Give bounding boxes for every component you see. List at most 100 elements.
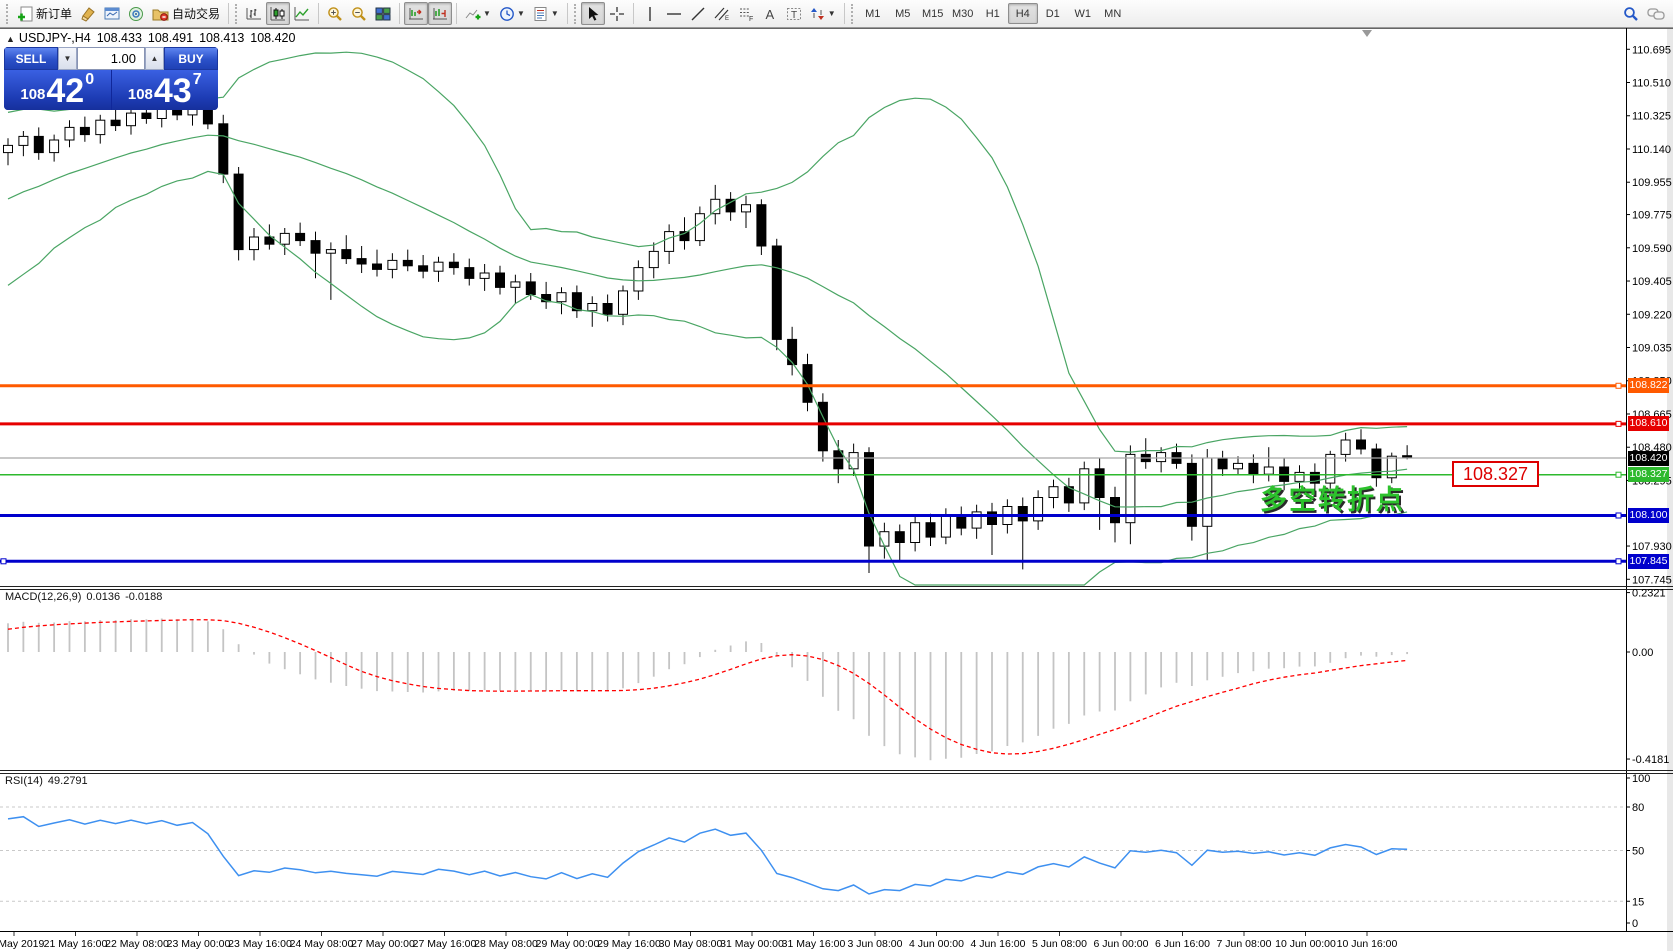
new-order-button[interactable]: 新订单 [13,2,76,25]
toolbar-grip[interactable] [850,3,854,24]
channel-tool-button[interactable]: E [710,2,734,25]
bar-chart-button[interactable] [242,2,266,25]
svg-text:109.220: 109.220 [1632,309,1672,321]
timeframe-m15-button[interactable]: M15 [922,7,944,20]
current-price-label: 108.420 [1628,450,1669,466]
candlestick-chart-button[interactable] [266,2,291,25]
label-tool-button[interactable]: T [782,2,806,25]
search-button[interactable] [1619,2,1643,25]
buy-button[interactable]: BUY [164,47,218,70]
toolbar-grip[interactable] [573,3,577,24]
chart-shift-marker[interactable] [1362,30,1372,37]
line-anchor-handle[interactable] [1615,512,1622,519]
autotrading-button[interactable]: 自动交易 [148,2,224,25]
volume-input[interactable] [77,47,145,70]
trendline-tool-button[interactable] [686,2,710,25]
timeframe-h4-button[interactable]: H4 [1007,3,1038,24]
svg-text:3 Jun 08:00: 3 Jun 08:00 [848,938,903,950]
zoom-in-button[interactable] [323,2,347,25]
clock-icon [500,6,514,21]
line-chart-button[interactable] [290,2,314,25]
cursor-button[interactable] [580,2,605,25]
buy-price-button[interactable]: 108 43 7 [111,70,218,110]
timeframe-m1-button[interactable]: M1 [865,7,881,20]
ohlc-high: 108.491 [147,31,194,45]
rsi-scale-label: 100 [1632,773,1650,785]
bollinger-upper-band [7,51,1408,453]
svg-text:28 May 08:00: 28 May 08:00 [474,938,538,950]
timeframe-mn-button[interactable]: MN [1104,7,1122,20]
fibonacci-tool-button[interactable]: F [734,2,758,25]
text-annotation[interactable]: 多空转折点 [1260,485,1405,515]
horizontal-line-tool-button[interactable] [662,2,686,25]
line-anchor-handle[interactable] [0,558,7,565]
vertical-line-tool-button[interactable] [638,2,662,25]
chat-button[interactable] [1643,2,1669,25]
chat-icon [1647,7,1665,20]
timeframe-m30-button[interactable]: M30 [952,7,974,20]
window-right-margin [1667,28,1673,951]
zoom-out-button[interactable] [347,2,371,25]
chart-background[interactable] [0,28,1673,951]
rsi-scale-label: 50 [1632,846,1644,858]
svg-text:24 May 08:00: 24 May 08:00 [290,938,354,950]
periods-button[interactable]: ▼ [495,2,529,25]
rsi-value: 49.2791 [47,775,88,787]
toolbar-grip[interactable] [6,3,9,24]
styler-button[interactable] [76,2,100,25]
svg-text:110.510: 110.510 [1632,78,1671,90]
volume-decrease-button[interactable]: ▼ [58,47,77,70]
price-level-label: 108.822 [1628,378,1669,394]
timeframe-w1-button[interactable]: W1 [1074,7,1091,20]
svg-text:4 Jun 16:00: 4 Jun 16:00 [971,938,1026,950]
terminal-icon [104,7,120,19]
toolbar-grip[interactable] [235,3,238,24]
autotrading-label: 自动交易 [172,7,221,21]
svg-text:6 Jun 16:00: 6 Jun 16:00 [1155,938,1210,950]
svg-text:107.745: 107.745 [1632,574,1672,586]
svg-text:27 May 16:00: 27 May 16:00 [413,938,477,950]
macd-label: MACD(12,26,9) 0.0136 -0.0188 [5,591,167,603]
macd-scale-label: 0.00 [1632,647,1653,659]
indicators-button[interactable]: ▼ [461,2,495,25]
tile-windows-icon [375,7,391,21]
chart-shift-button[interactable] [428,2,453,25]
auto-scroll-button[interactable] [404,2,429,25]
one-click-toggle-icon[interactable]: ▲ [6,34,15,44]
dropdown-arrow-icon: ▼ [516,9,525,18]
timeframe-h1-button[interactable]: H1 [985,7,1000,20]
line-anchor-handle[interactable] [1615,558,1622,565]
svg-text:107.930: 107.930 [1632,541,1672,553]
rsi-name: RSI(14) [5,775,43,787]
svg-text:110.695: 110.695 [1632,44,1671,56]
line-anchor-handle[interactable] [1615,382,1622,389]
arrows-tool-button[interactable]: ▼ [806,2,840,25]
volume-increase-button[interactable]: ▲ [145,47,164,70]
crosshair-button[interactable] [605,2,629,25]
toolbar-separator [456,3,458,24]
text-tool-button[interactable]: A [758,2,782,25]
line-anchor-handle[interactable] [1615,471,1622,478]
rsi-line [7,815,1408,895]
price-callout-box[interactable]: 108.327 [1452,461,1539,487]
vertical-line-icon [649,6,651,21]
fibonacci-icon: F [739,8,753,22]
svg-text:21 May 2019: 21 May 2019 [0,938,45,950]
strategy-tester-button[interactable] [124,2,148,25]
styler-icon [81,6,95,22]
terminal-button[interactable] [100,2,124,25]
sell-price-button[interactable]: 108 42 0 [4,70,111,110]
bar-chart-icon [246,7,262,19]
tile-windows-button[interactable] [371,2,395,25]
timeframe-m5-button[interactable]: M5 [895,7,911,20]
sell-button[interactable]: SELL [4,47,58,70]
line-anchor-handle[interactable] [1615,420,1622,427]
templates-button[interactable]: ▼ [529,2,563,25]
sell-price-big: 42 [46,72,85,110]
macd-value-signal: -0.0188 [125,591,163,603]
timeframe-d1-button[interactable]: D1 [1045,7,1060,20]
svg-text:A: A [765,7,774,22]
